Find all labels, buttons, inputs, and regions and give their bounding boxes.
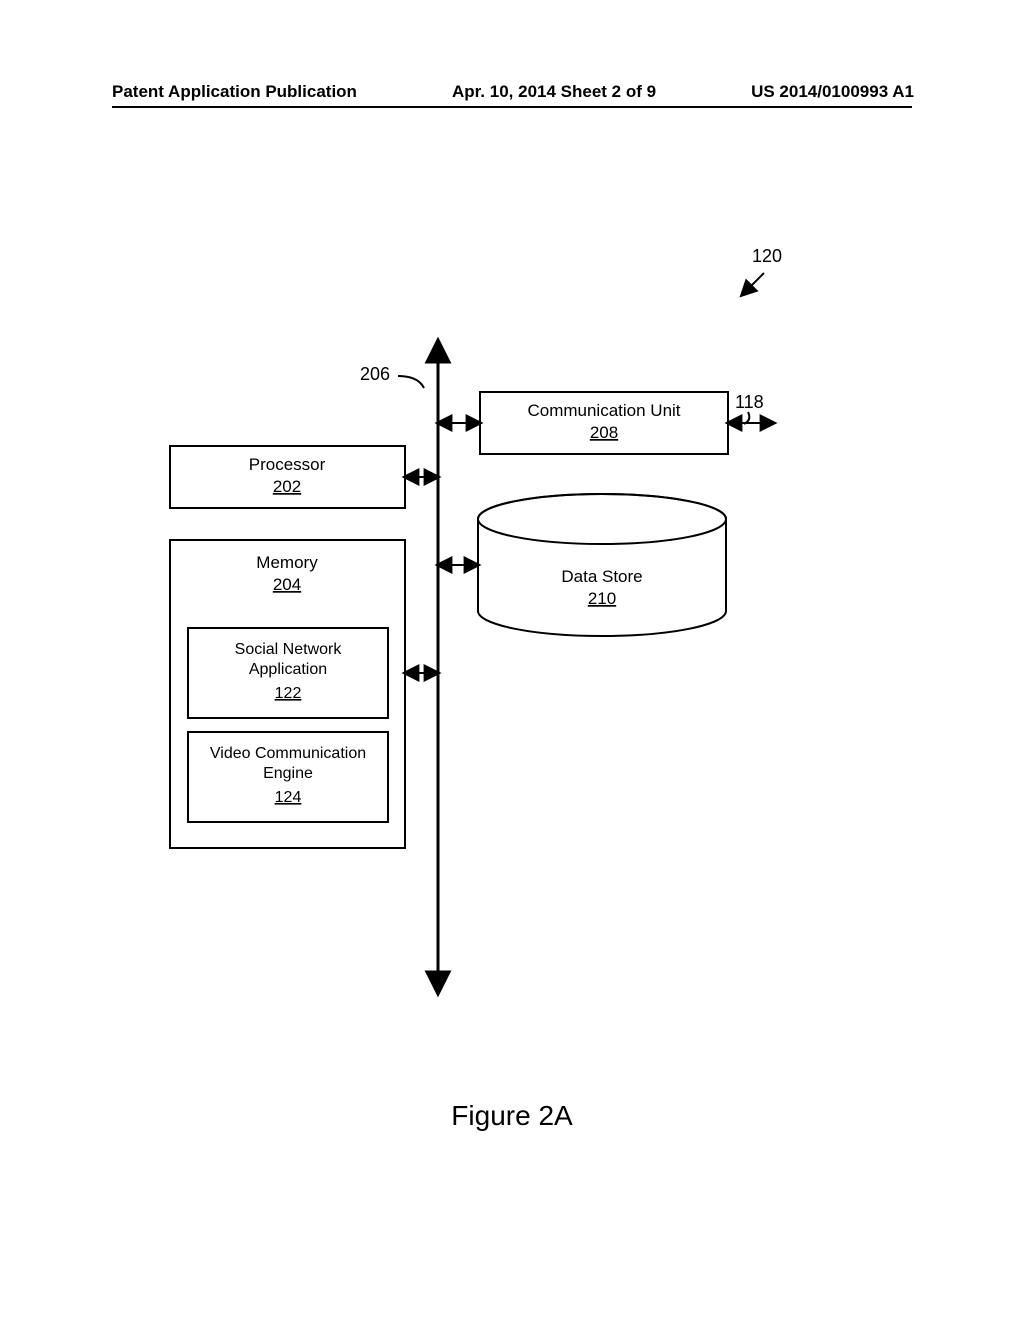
- figure-caption: Figure 2A: [0, 1100, 1024, 1132]
- social-l2: Application: [249, 661, 327, 678]
- ref-120-arrow: [742, 273, 764, 295]
- processor-title: Processor: [249, 455, 326, 474]
- social-num: 122: [275, 685, 302, 702]
- video-l2: Engine: [263, 765, 313, 782]
- comm-title: Communication Unit: [527, 401, 680, 420]
- social-l1: Social Network: [235, 641, 343, 658]
- video-l1: Video Communication: [210, 745, 366, 762]
- processor-num: 202: [273, 477, 301, 496]
- comm-num: 208: [590, 423, 618, 442]
- video-num: 124: [275, 789, 302, 806]
- ref-206: 206: [360, 364, 390, 384]
- memory-num: 204: [273, 575, 301, 594]
- memory-title: Memory: [256, 553, 318, 572]
- datastore: Data Store 210: [478, 494, 726, 636]
- ref-120: 120: [752, 246, 782, 266]
- datastore-num: 210: [588, 589, 616, 608]
- ref-118: 118: [735, 392, 764, 412]
- ref-206-hook: [398, 376, 424, 388]
- datastore-title: Data Store: [561, 567, 642, 586]
